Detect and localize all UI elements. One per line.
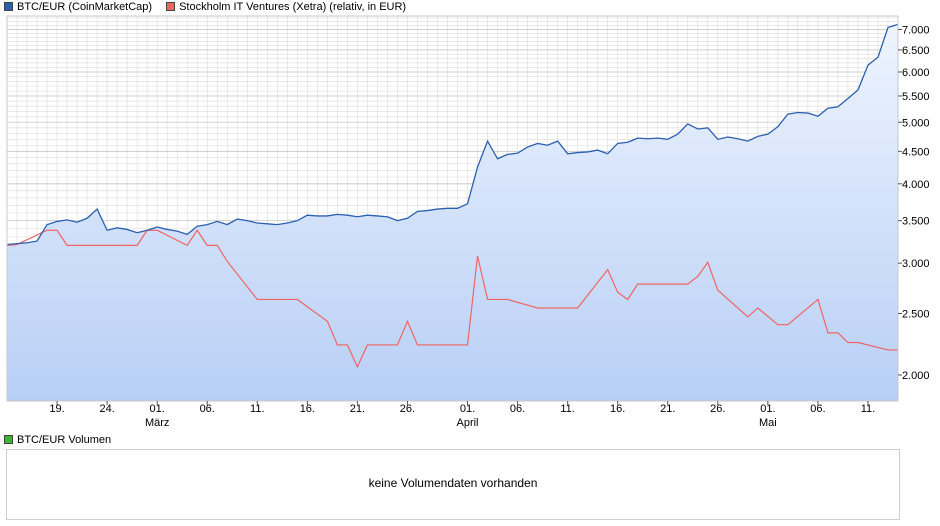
y-tick-label: 7.000	[902, 24, 930, 36]
volume-panel: keine Volumendaten vorhanden	[6, 449, 900, 520]
x-axis: 19. 24. 01. März 06. 11. 16. 21. 26. 01. April 06. 1…	[49, 401, 875, 429]
x-tick-label: 19.	[49, 403, 64, 415]
x-tick-label: 06.	[510, 403, 525, 415]
x-tick-label: 24.	[99, 403, 114, 415]
volume-empty-message: keine Volumendaten vorhanden	[368, 476, 538, 490]
legend-label-stock: Stockholm IT Ventures (Xetra) (relativ, …	[179, 0, 407, 13]
y-tick-label: 4.000	[902, 179, 930, 191]
legend-item-stock[interactable]: Stockholm IT Ventures (Xetra) (relativ, …	[166, 1, 406, 13]
legend-label-btc: BTC/EUR (CoinMarketCap)	[17, 0, 153, 13]
x-month-label: April	[457, 417, 479, 429]
x-tick-label: 06.	[810, 403, 825, 415]
x-tick-label: 26.	[710, 403, 725, 415]
x-tick-label: 06.	[200, 403, 215, 415]
y-tick-label: 6.500	[902, 45, 930, 57]
y-tick-label: 5.000	[902, 117, 930, 129]
series-line-btc	[6, 23, 899, 246]
y-tick-label: 3.000	[902, 258, 930, 270]
price-chart: 2.000 2.500 3.000 3.500 4.000 4.500 5.000 5.500…	[6, 15, 930, 429]
btc-area-fill	[7, 24, 898, 401]
volume-legend: BTC/EUR Volumen	[4, 433, 125, 446]
y-tick-label: 6.000	[902, 67, 930, 79]
plot-frame	[6, 15, 899, 402]
x-tick-label: 01.	[460, 403, 475, 415]
legend-label-volume: BTC/EUR Volumen	[17, 433, 112, 446]
x-tick-label: 11.	[560, 403, 574, 415]
btc-area	[7, 24, 898, 401]
series-lines	[6, 23, 899, 369]
x-tick-label: 21.	[350, 403, 365, 415]
x-tick-label: 01.	[760, 403, 775, 415]
y-tick-label: 5.500	[902, 91, 930, 103]
y-tick-label: 3.500	[902, 216, 930, 228]
legend-item-volume[interactable]: BTC/EUR Volumen	[4, 434, 111, 446]
chart-legend: BTC/EUR (CoinMarketCap) Stockholm IT Ven…	[4, 0, 420, 13]
x-tick-label: 11.	[250, 403, 264, 415]
stock-swatch	[166, 2, 176, 11]
y-tick-label: 2.000	[902, 370, 930, 382]
x-tick-label: 16.	[610, 403, 625, 415]
y-tick-label: 2.500	[902, 308, 930, 320]
legend-item-btc[interactable]: BTC/EUR (CoinMarketCap)	[4, 1, 152, 13]
btc-swatch	[4, 2, 13, 11]
x-month-label: März	[145, 417, 169, 429]
x-tick-label: 26.	[400, 403, 415, 415]
x-tick-label: 01.	[150, 403, 165, 415]
x-tick-label: 21.	[660, 403, 675, 415]
y-tick-label: 4.500	[902, 146, 930, 158]
x-tick-label: 11.	[861, 403, 875, 415]
y-axis: 2.000 2.500 3.000 3.500 4.000 4.500 5.000 5.500…	[898, 24, 930, 382]
x-month-label: Mai	[759, 417, 777, 429]
x-tick-label: 16.	[300, 403, 315, 415]
volume-swatch	[4, 435, 13, 444]
